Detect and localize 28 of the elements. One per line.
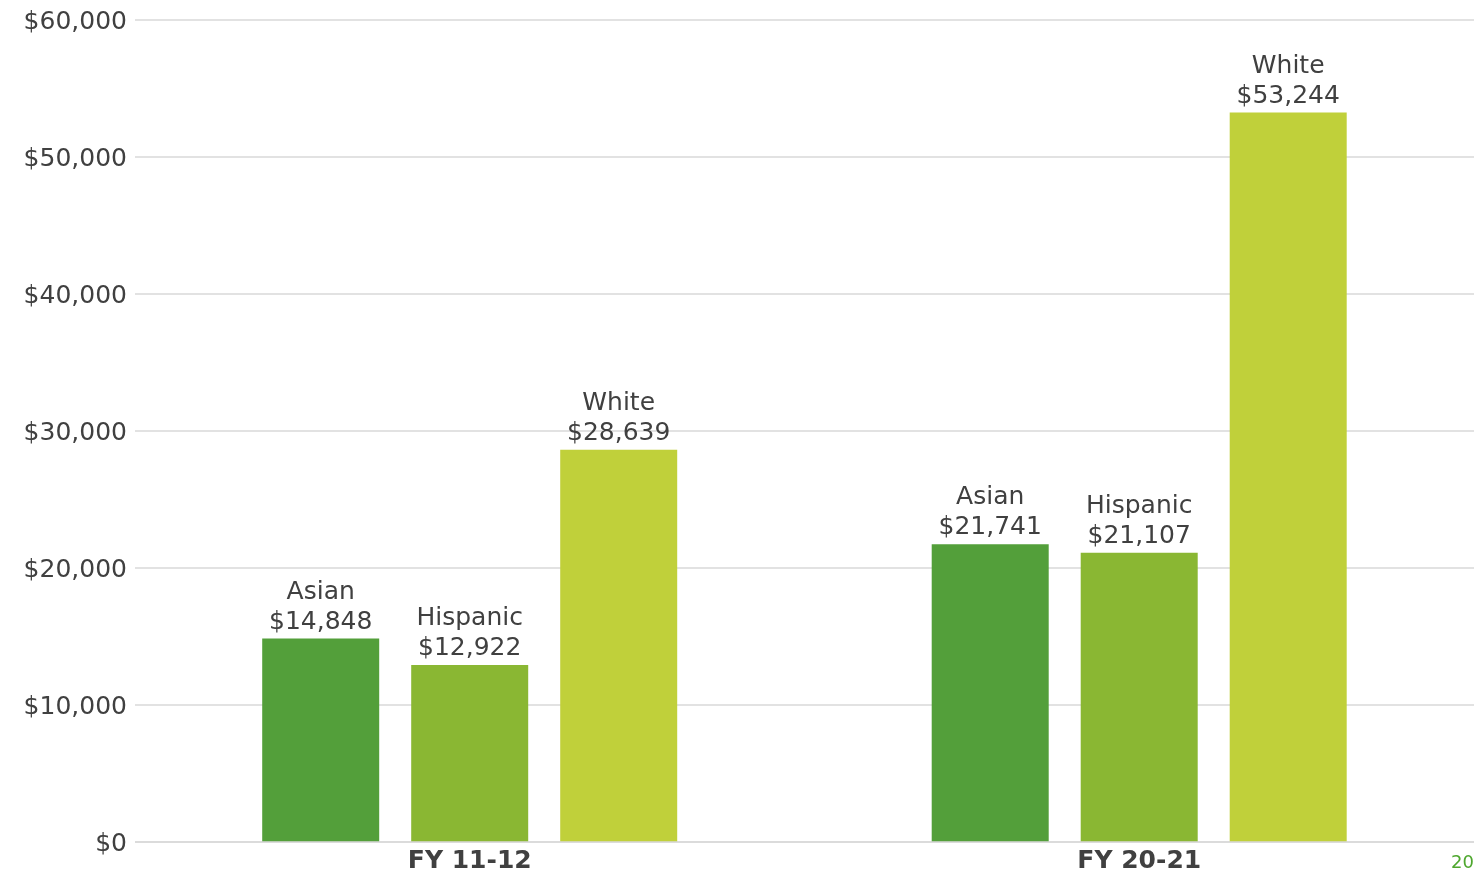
bar bbox=[560, 449, 678, 842]
text: White bbox=[1251, 49, 1325, 79]
data-label: $53,244 bbox=[1236, 79, 1340, 109]
y-tick-label: $20,000 bbox=[23, 553, 127, 583]
bar bbox=[262, 638, 380, 842]
y-tick-label: $10,000 bbox=[23, 690, 127, 720]
series-label: Asian bbox=[286, 575, 355, 605]
series-label: White bbox=[582, 386, 656, 416]
bar bbox=[1229, 112, 1347, 842]
y-tick-label: $30,000 bbox=[23, 416, 127, 446]
text: Hispanic bbox=[1085, 489, 1193, 519]
x-tick-label: FY 11-12 bbox=[407, 844, 532, 874]
y-tick-label: $40,000 bbox=[23, 279, 127, 309]
bar bbox=[1080, 552, 1198, 842]
data-label: $21,107 bbox=[1087, 519, 1191, 549]
x-tick-label: FY 20-21 bbox=[1077, 844, 1202, 874]
bar bbox=[411, 664, 529, 842]
text: 20 bbox=[1451, 851, 1474, 872]
data-label: $12,922 bbox=[418, 631, 522, 661]
bar bbox=[931, 544, 1049, 842]
y-tick-label: $60,000 bbox=[23, 5, 127, 35]
data-label: $21,741 bbox=[938, 511, 1042, 541]
y-tick-label: $50,000 bbox=[23, 142, 127, 172]
text: Asian bbox=[956, 481, 1025, 511]
data-label: $28,639 bbox=[567, 416, 671, 446]
y-tick-label: $0 bbox=[95, 827, 127, 857]
series-label: Hispanic bbox=[416, 601, 523, 631]
data-label: $14,848 bbox=[269, 605, 373, 635]
